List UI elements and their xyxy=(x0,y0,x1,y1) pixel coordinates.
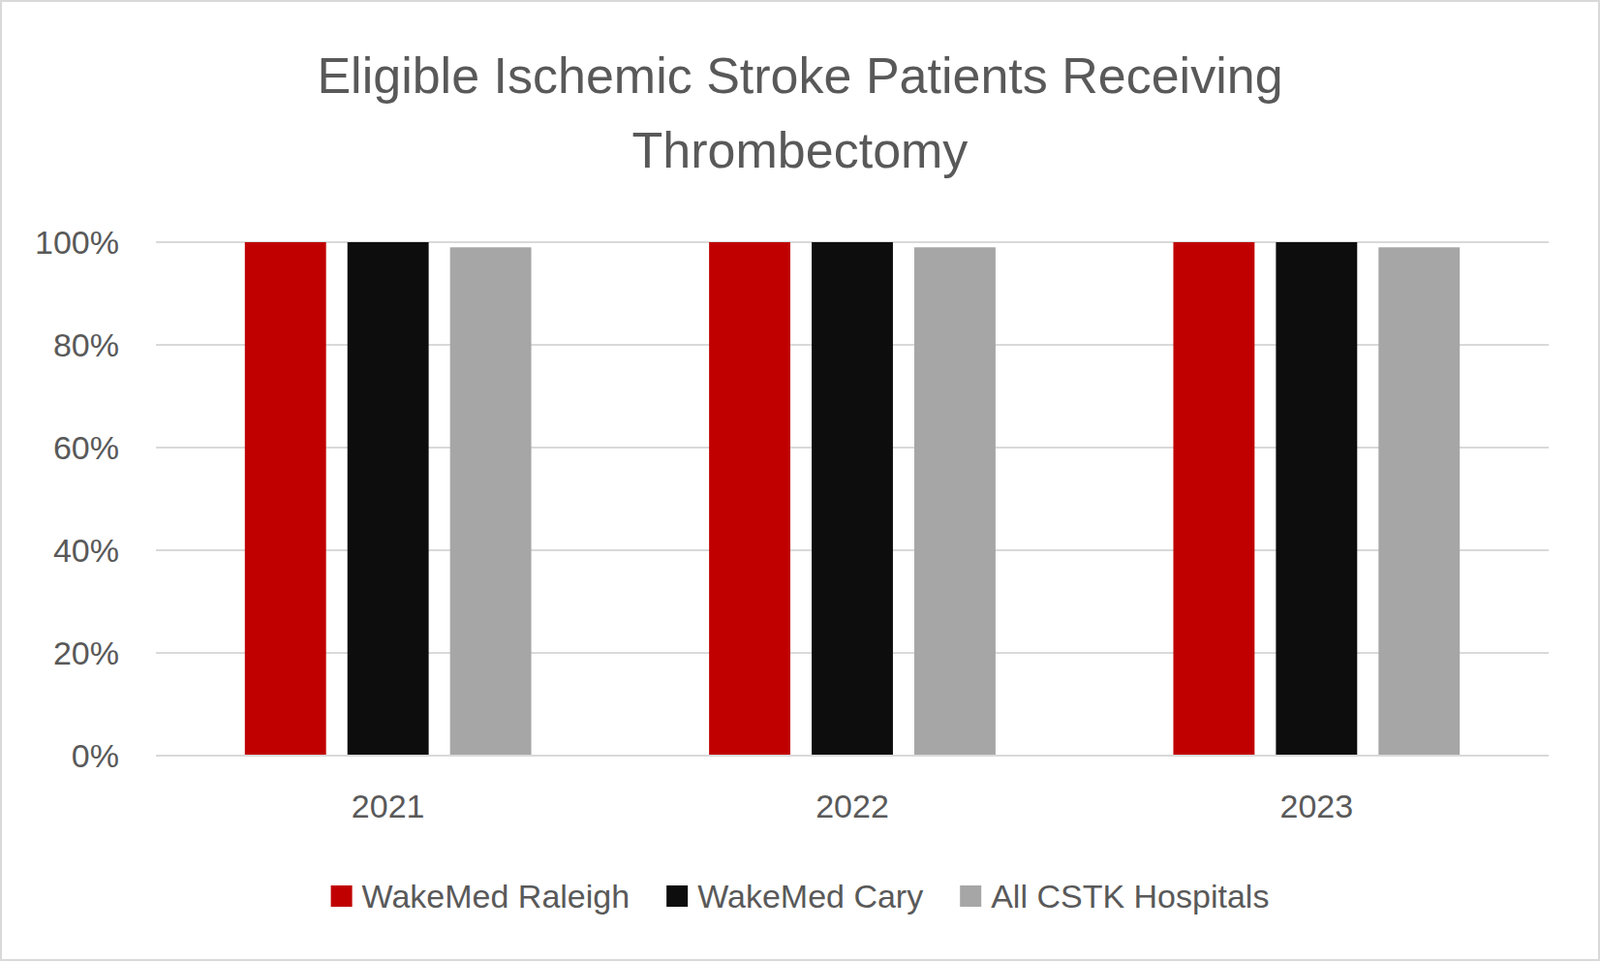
y-tick-label: 100% xyxy=(34,223,120,261)
bar xyxy=(1378,246,1460,756)
grid-line xyxy=(155,754,1549,757)
bars xyxy=(245,242,1460,756)
y-tick-label: 60% xyxy=(53,429,120,466)
bar xyxy=(1275,242,1357,756)
bar xyxy=(914,246,996,756)
y-tick-label: 0% xyxy=(71,737,120,774)
legend-label: WakeMed Raleigh xyxy=(362,877,631,915)
background xyxy=(0,0,1600,960)
bar xyxy=(347,242,430,756)
legend-swatch xyxy=(959,885,982,907)
bar xyxy=(708,242,791,756)
x-axis xyxy=(155,754,1549,757)
x-tick-label: 2021 xyxy=(351,787,426,825)
x-tick-label: 2023 xyxy=(1280,787,1354,825)
legend-label: WakeMed Cary xyxy=(697,877,924,915)
legend: WakeMed Raleigh WakeMed Cary All CSTK Hosp… xyxy=(331,877,1270,915)
y-tick-label: 80% xyxy=(53,326,120,364)
legend-swatch xyxy=(666,885,688,907)
y-tick-label: 20% xyxy=(53,634,120,672)
x-tick-label: 2022 xyxy=(815,787,890,825)
chart: Eligible Ischemic Stroke Patients Receiv… xyxy=(0,0,1600,961)
title-line: Eligible Ischemic Stroke Patients Receiv… xyxy=(316,47,1283,104)
legend-label: All CSTK Hospitals xyxy=(990,877,1269,915)
y-tick-label: 40% xyxy=(53,531,120,569)
legend-swatch xyxy=(331,885,353,907)
title-line: Thrombectomy xyxy=(632,122,969,179)
bar xyxy=(450,246,532,756)
bar xyxy=(811,242,893,756)
bar xyxy=(1172,242,1255,756)
title: Eligible Ischemic Stroke Patients Receiv… xyxy=(316,47,1283,179)
bar xyxy=(245,242,327,756)
